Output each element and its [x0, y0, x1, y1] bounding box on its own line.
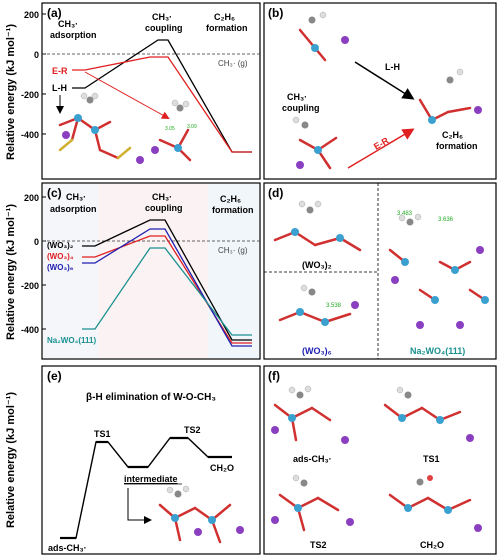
ytick-c-m400: -400	[21, 325, 39, 335]
label-b-coupling-1: CH₃·	[287, 92, 307, 102]
panel-a-yaxis: 200 0 -200 -400	[21, 10, 46, 140]
phase-label-adsorption-1: CH₃·	[58, 19, 78, 29]
phase-label-formation-2: formation	[206, 23, 248, 33]
label-lh-a: L-H	[52, 83, 67, 93]
panel-f-letter: (f)	[268, 369, 280, 383]
legend-wo3-4: (WO₃)₄	[47, 252, 74, 261]
phase-label-coupling-2: coupling	[145, 23, 183, 33]
line-na2wo4	[82, 247, 252, 336]
state-ts2: TS2	[184, 425, 201, 435]
ylabel-e: Relative energy (kJ mol⁻¹)	[5, 392, 17, 528]
state-intermediate: intermediate	[124, 474, 178, 484]
panel-a-letter: (a)	[47, 6, 62, 20]
ylabel-c: Relative energy (kJ mol⁻¹)	[5, 204, 17, 340]
phase-label-coupling-1: CH₃·	[152, 12, 172, 22]
distance-d-1: 3.483	[397, 211, 413, 217]
ytick-a-200: 200	[24, 10, 39, 20]
phase-c-coupling-2: coupling	[145, 203, 183, 213]
panel-d-letter: (d)	[268, 186, 283, 200]
ytick-c-m200: -200	[21, 281, 39, 291]
legend-na2wo4: Na₂WO₄(111)	[47, 336, 96, 345]
phase-c-formation-1: C₂H₆	[220, 194, 241, 204]
cluster-e	[158, 485, 244, 544]
arrow-b-er	[347, 128, 415, 169]
label-b-coupling-2: coupling	[282, 103, 320, 113]
state-ads: ads-CH₃·	[48, 543, 87, 553]
legend-wo3-2: (WO₃)₂	[47, 241, 74, 250]
label-f-ts1: TS1	[423, 454, 440, 464]
label-f-ads: ads-CH₃·	[293, 454, 332, 464]
ref-label-a: CH₃· (g)	[218, 59, 248, 68]
label-er-a: E-R	[52, 66, 68, 76]
title-e: β-H elimination of W-O-CH₃	[86, 392, 216, 403]
panel-a: (a) CH₃· adsorption CH₃· coupling C₂H₆ f…	[21, 2, 261, 180]
phase-label-adsorption-2: adsorption	[50, 30, 97, 40]
panel-c-letter: (c)	[47, 186, 62, 200]
arrow-er	[84, 71, 170, 119]
label-b-lh: L-H	[385, 62, 400, 72]
distance-a-2: 3.09	[187, 124, 197, 130]
line-wo3-6	[82, 228, 252, 347]
phase-c-adsorption-2: adsorption	[50, 204, 97, 214]
ref-label-c: CH₃· (g)	[218, 246, 248, 255]
state-ch2o: CH₂O	[210, 463, 234, 473]
panel-c: (c) CH₃· adsorption CH₃· coupling C₂H₆ f…	[21, 182, 261, 360]
label-b-er: E-R	[372, 135, 391, 152]
distance-d-3: 3.538	[326, 303, 342, 309]
panel-e-letter: (e)	[47, 369, 62, 383]
cluster-a: 3.05 3.09	[58, 92, 197, 164]
path-er	[72, 56, 252, 153]
legend-wo3-6: (WO₃)₆	[47, 263, 74, 272]
ytick-c-0: 0	[34, 237, 39, 247]
label-f-ch2o: CH₂O	[420, 540, 444, 550]
label-f-ts2: TS2	[310, 540, 327, 550]
panel-d: (d) (WO₃)₂ (WO₃)₆ Na₂WO₄(111) 3.483 3.63…	[263, 182, 497, 360]
arrow-intermediate	[127, 488, 152, 524]
panel-b: (b) CH₃· coupling C₂H₆ formation L-H E-R	[263, 2, 497, 180]
panel-e: (e) β-H elimination of W-O-CH₃ ads-CH₃· …	[41, 365, 261, 555]
panel-f: (f) ads-CH₃· TS1 TS2 CH₂O	[263, 365, 497, 555]
band-formation	[208, 184, 259, 358]
label-d-wo3-2: (WO₃)₂	[302, 260, 332, 270]
distance-d-2: 3.636	[438, 217, 454, 223]
distance-a-1: 3.05	[165, 126, 175, 132]
panel-b-letter: (b)	[268, 6, 283, 20]
label-b-formation-1: C₂H₆	[442, 130, 463, 140]
phase-label-formation-1: C₂H₆	[214, 12, 235, 22]
phase-c-formation-2: formation	[212, 205, 254, 215]
panel-c-frame	[41, 182, 261, 360]
panel-f-frame	[263, 365, 497, 555]
label-b-formation-2: formation	[436, 141, 478, 151]
line-wo3-4	[82, 235, 252, 344]
arrow-b-lh	[354, 61, 415, 100]
ylabel-a: Relative energy (kJ mol⁻¹)	[5, 24, 17, 160]
phase-c-adsorption-1: CH₃·	[66, 192, 86, 202]
panel-b-frame	[263, 2, 497, 180]
ytick-a-m200: -200	[21, 90, 39, 100]
panel-a-frame	[41, 2, 261, 180]
phase-c-coupling-1: CH₃·	[152, 192, 172, 202]
label-d-na2wo4: Na₂WO₄(111)	[410, 346, 465, 356]
path-beta-h	[60, 437, 232, 539]
state-ts1: TS1	[94, 429, 111, 439]
molecules-b	[292, 11, 482, 170]
ytick-a-m400: -400	[21, 130, 39, 140]
panel-d-frame	[263, 182, 497, 360]
line-wo3-2	[82, 219, 252, 341]
molecules-d	[273, 200, 489, 329]
clusters-f	[271, 385, 482, 532]
label-d-wo3-6: (WO₃)₆	[302, 346, 332, 356]
ytick-a-0: 0	[34, 50, 39, 60]
panel-e-frame	[41, 365, 261, 555]
ytick-c-200: 200	[24, 193, 39, 203]
